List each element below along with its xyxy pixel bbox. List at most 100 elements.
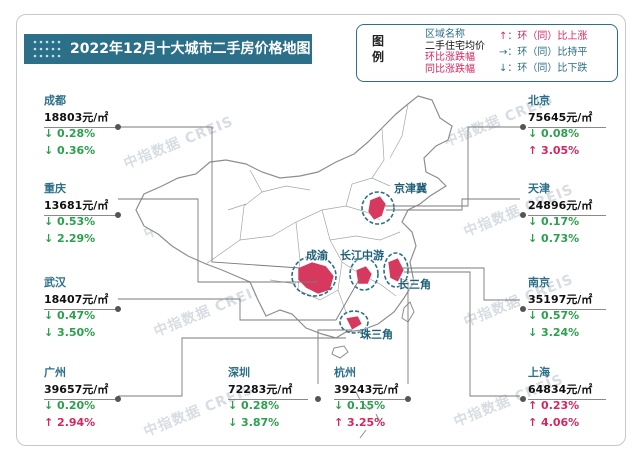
- region-fill-jingjinji: [367, 195, 387, 221]
- city-underline: [334, 399, 408, 400]
- leader-tianjin: [386, 198, 520, 211]
- title-banner: 2022年12月十大城市二手房价格地图: [24, 34, 312, 64]
- city-underline: [528, 309, 606, 310]
- city-underline: [528, 399, 606, 400]
- city-name: 广州: [44, 366, 66, 379]
- city-price: 39243元/㎡: [334, 382, 399, 396]
- leader-dot: [520, 306, 526, 312]
- city-block-shenzhen: 深圳 72283元/㎡ ↓ 0.28% ↓ 3.87%: [228, 365, 292, 431]
- region-label-zhusanjiao: 珠三角: [360, 328, 393, 341]
- city-block-shanghai: 上海 64834元/㎡ ↑ 0.23% ↑ 4.06%: [528, 365, 592, 431]
- city-mom: ↓ 0.53%: [44, 215, 96, 228]
- city-mom: ↓ 0.17%: [528, 215, 580, 228]
- legend-arrow-up: ↑：环（同）比上涨: [499, 31, 588, 42]
- leader-nanjing: [400, 267, 520, 301]
- region-fill-zhusanjiao: [345, 315, 363, 331]
- city-yoy: ↓ 2.29%: [44, 231, 96, 245]
- city-name: 成都: [44, 94, 66, 107]
- city-price: 24896元/㎡: [528, 198, 593, 212]
- city-yoy: ↓ 3.50%: [44, 325, 96, 339]
- city-price: 39657元/㎡: [44, 382, 109, 396]
- city-price: 72283元/㎡: [228, 382, 293, 396]
- legend-heading-line: 图: [371, 34, 384, 48]
- legend-line-avg-price: 二手住宅均价: [425, 40, 485, 52]
- legend-line-region-name: 区域名称: [425, 29, 465, 40]
- city-name: 上海: [528, 366, 550, 379]
- leader-guangzhou: [118, 337, 346, 397]
- leader-dot: [115, 124, 121, 130]
- leader-lines: [118, 126, 520, 397]
- leader-wuhan: [118, 277, 361, 321]
- page-title: 2022年12月十大城市二手房价格地图: [70, 41, 311, 57]
- city-name: 北京: [528, 94, 550, 107]
- leader-chengdu: [118, 126, 301, 269]
- legend-arrows: ↑：环（同）比上涨 →：环（同）比持平 ↓：环（同）比下跌: [499, 29, 587, 77]
- region-fill-changsanjiao: [387, 257, 405, 283]
- leader-beijing: [384, 126, 520, 207]
- city-yoy: ↓ 0.73%: [528, 231, 580, 245]
- city-mom: ↓ 0.28%: [44, 127, 96, 140]
- region-circle-chengyu: [291, 255, 337, 297]
- city-price: 64834元/㎡: [528, 382, 593, 396]
- city-mom: ↓ 0.57%: [528, 309, 580, 322]
- leader-dot: [115, 306, 121, 312]
- city-name: 天津: [528, 182, 550, 195]
- leader-shenzhen: [317, 329, 352, 384]
- city-block-guangzhou: 广州 39657元/㎡ ↓ 0.20% ↑ 2.94%: [44, 365, 108, 431]
- city-name: 武汉: [44, 276, 66, 289]
- city-underline: [528, 127, 606, 128]
- region-circle-changsanjiao: [383, 252, 409, 288]
- city-block-hangzhou: 杭州 39243元/㎡ ↓ 0.15% ↑ 3.25%: [334, 365, 398, 431]
- south-china-sea-dashes: [355, 391, 381, 439]
- city-name: 杭州: [334, 366, 356, 379]
- region-label-changjiang: 长江中游: [340, 249, 384, 262]
- region-label-changsanjiao: 长三角: [398, 278, 431, 291]
- region-label-chengyu: 成渝: [306, 249, 328, 262]
- city-yoy: ↓ 0.36%: [44, 143, 96, 157]
- leader-dot: [115, 212, 121, 218]
- leader-dot: [405, 396, 411, 402]
- city-name: 深圳: [228, 366, 250, 379]
- legend-lines: 区域名称 二手住宅均价 环比涨跌幅 同比涨跌幅: [425, 29, 485, 75]
- city-mom: ↓ 0.47%: [44, 309, 96, 322]
- legend-line-mom: 环比涨跌幅: [425, 52, 475, 63]
- city-block-chongqing: 重庆 13681元/㎡ ↓ 0.53% ↓ 2.29%: [44, 181, 108, 247]
- legend-heading: 图 例: [367, 33, 389, 65]
- leader-dot: [115, 396, 121, 402]
- leader-dot: [520, 396, 526, 402]
- city-mom: ↓ 0.15%: [334, 399, 386, 412]
- city-price: 13681元/㎡: [44, 198, 109, 212]
- city-underline: [528, 215, 606, 216]
- city-underline: [44, 309, 118, 310]
- leader-dot: [315, 396, 321, 402]
- city-mom: ↓ 0.08%: [528, 127, 580, 140]
- city-mom: ↓ 0.20%: [44, 399, 96, 412]
- region-circle-zhusanjiao: [339, 310, 369, 334]
- legend-arrow-down: ↓：环（同）比下跌: [499, 63, 588, 74]
- city-mom: ↓ 0.28%: [228, 399, 280, 412]
- leader-dot: [520, 124, 526, 130]
- city-underline: [228, 399, 308, 400]
- dot-grid-icon: [33, 40, 61, 58]
- city-underline: [44, 127, 118, 128]
- city-yoy: ↑ 3.05%: [528, 143, 580, 157]
- city-block-beijing: 北京 75645元/㎡ ↓ 0.08% ↑ 3.05%: [528, 93, 592, 159]
- region-circle-changjiang: [349, 257, 379, 291]
- city-price: 35197元/㎡: [528, 292, 593, 306]
- city-name: 南京: [528, 276, 550, 289]
- city-yoy: ↑ 4.06%: [528, 415, 580, 429]
- city-yoy: ↓ 3.87%: [228, 415, 280, 429]
- city-name: 重庆: [44, 182, 66, 195]
- leader-shanghai: [404, 271, 520, 397]
- leader-chongqing: [118, 198, 318, 283]
- city-mom: ↑ 0.23%: [528, 399, 580, 412]
- leader-hangzhou: [395, 275, 409, 384]
- city-block-chengdu: 成都 18803元/㎡ ↓ 0.28% ↓ 0.36%: [44, 93, 108, 159]
- region-label-jingjinji: 京津冀: [394, 182, 427, 195]
- leader-dot: [520, 212, 526, 218]
- city-block-tianjin: 天津 24896元/㎡ ↓ 0.17% ↓ 0.73%: [528, 181, 592, 247]
- legend-heading-line: 例: [371, 50, 384, 64]
- legend-line-yoy: 同比涨跌幅: [425, 63, 475, 75]
- city-price: 75645元/㎡: [528, 110, 593, 124]
